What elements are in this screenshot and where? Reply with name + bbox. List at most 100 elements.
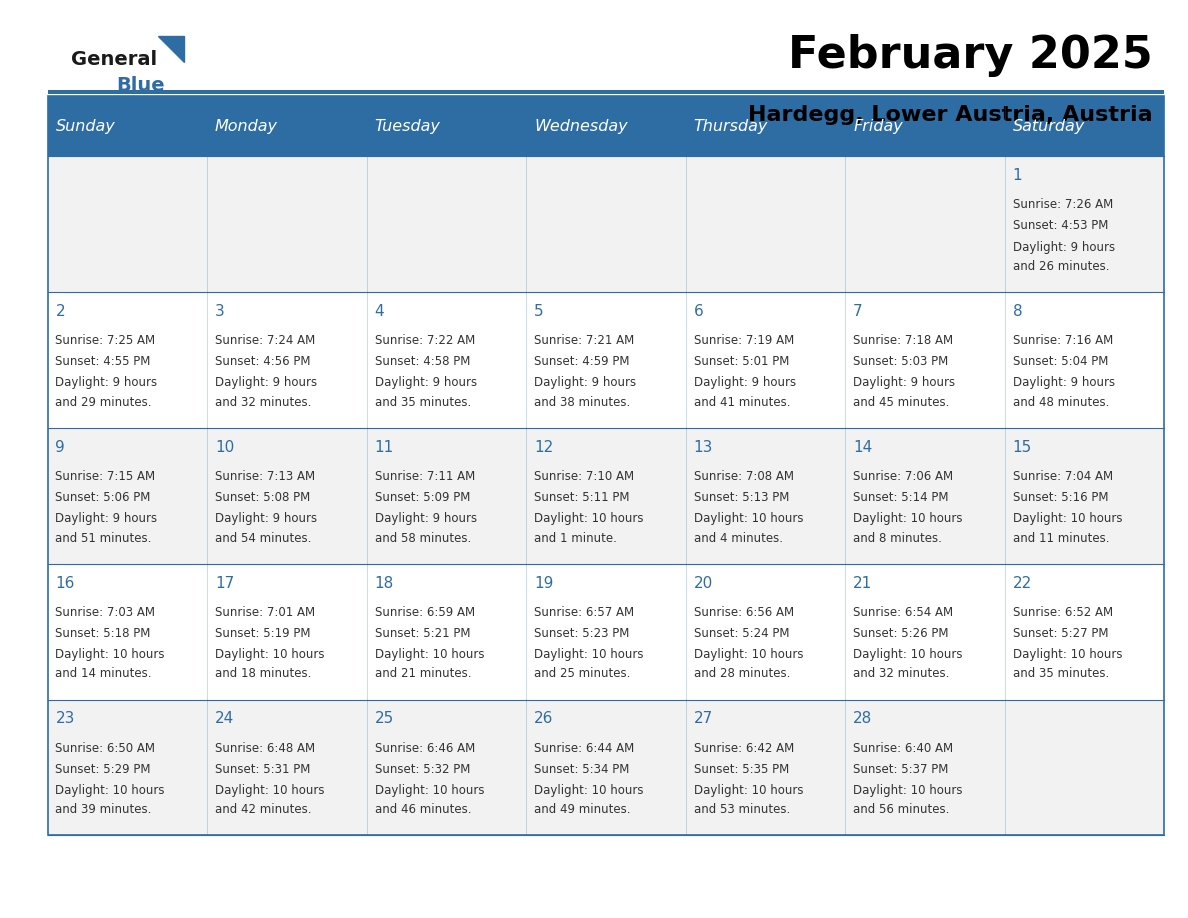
- Bar: [48, 564, 207, 700]
- Text: Daylight: 10 hours: Daylight: 10 hours: [56, 784, 165, 797]
- Bar: [526, 564, 685, 700]
- Bar: [845, 564, 1005, 700]
- Text: Sunset: 5:03 PM: Sunset: 5:03 PM: [853, 355, 948, 368]
- Text: 5: 5: [535, 304, 544, 319]
- Text: 28: 28: [853, 711, 872, 726]
- Text: Monday: Monday: [215, 118, 278, 134]
- Text: Sunset: 4:55 PM: Sunset: 4:55 PM: [56, 355, 151, 368]
- Text: 19: 19: [535, 576, 554, 590]
- Text: Sunrise: 6:56 AM: Sunrise: 6:56 AM: [694, 606, 794, 619]
- Bar: [526, 700, 685, 835]
- Text: Sunset: 5:08 PM: Sunset: 5:08 PM: [215, 491, 310, 504]
- Text: 22: 22: [1012, 576, 1032, 590]
- Text: Sunrise: 7:26 AM: Sunrise: 7:26 AM: [1012, 198, 1113, 211]
- Text: 26: 26: [535, 711, 554, 726]
- Bar: [48, 156, 207, 292]
- Text: 20: 20: [694, 576, 713, 590]
- Text: and 11 minutes.: and 11 minutes.: [1012, 532, 1110, 544]
- Text: Sunset: 5:09 PM: Sunset: 5:09 PM: [374, 491, 470, 504]
- Text: Daylight: 9 hours: Daylight: 9 hours: [1012, 376, 1114, 389]
- Text: 1: 1: [1012, 168, 1023, 183]
- Text: 17: 17: [215, 576, 234, 590]
- Bar: [845, 96, 1005, 156]
- Bar: [48, 96, 1164, 835]
- Text: Daylight: 9 hours: Daylight: 9 hours: [215, 512, 317, 525]
- Bar: [685, 428, 845, 564]
- Text: 9: 9: [56, 440, 65, 454]
- Text: Sunrise: 7:15 AM: Sunrise: 7:15 AM: [56, 470, 156, 483]
- Text: and 26 minutes.: and 26 minutes.: [1012, 260, 1110, 273]
- Text: Sunset: 4:59 PM: Sunset: 4:59 PM: [535, 355, 630, 368]
- Text: 3: 3: [215, 304, 225, 319]
- Text: 14: 14: [853, 440, 872, 454]
- Text: Sunset: 5:21 PM: Sunset: 5:21 PM: [374, 627, 470, 640]
- Text: Sunset: 5:23 PM: Sunset: 5:23 PM: [535, 627, 630, 640]
- Text: Sunset: 5:18 PM: Sunset: 5:18 PM: [56, 627, 151, 640]
- Bar: [685, 292, 845, 428]
- Bar: [207, 428, 367, 564]
- Text: 6: 6: [694, 304, 703, 319]
- Text: Sunrise: 6:40 AM: Sunrise: 6:40 AM: [853, 742, 953, 755]
- Text: Daylight: 10 hours: Daylight: 10 hours: [853, 648, 962, 661]
- Text: Daylight: 10 hours: Daylight: 10 hours: [215, 648, 324, 661]
- Bar: [207, 96, 367, 156]
- Bar: [48, 700, 207, 835]
- Text: Sunset: 5:01 PM: Sunset: 5:01 PM: [694, 355, 789, 368]
- Bar: [526, 156, 685, 292]
- Text: 4: 4: [374, 304, 384, 319]
- Text: Sunset: 5:26 PM: Sunset: 5:26 PM: [853, 627, 949, 640]
- Text: 12: 12: [535, 440, 554, 454]
- Text: and 14 minutes.: and 14 minutes.: [56, 667, 152, 680]
- Text: and 35 minutes.: and 35 minutes.: [374, 396, 470, 409]
- Text: 11: 11: [374, 440, 393, 454]
- Bar: [845, 156, 1005, 292]
- Text: Sunrise: 6:44 AM: Sunrise: 6:44 AM: [535, 742, 634, 755]
- Text: and 46 minutes.: and 46 minutes.: [374, 803, 472, 816]
- Bar: [367, 292, 526, 428]
- Text: Sunrise: 7:25 AM: Sunrise: 7:25 AM: [56, 334, 156, 347]
- Text: and 28 minutes.: and 28 minutes.: [694, 667, 790, 680]
- Text: and 8 minutes.: and 8 minutes.: [853, 532, 942, 544]
- Text: February 2025: February 2025: [788, 34, 1152, 76]
- Text: Daylight: 10 hours: Daylight: 10 hours: [215, 784, 324, 797]
- Text: Sunrise: 6:57 AM: Sunrise: 6:57 AM: [535, 606, 634, 619]
- Text: 16: 16: [56, 576, 75, 590]
- Text: Saturday: Saturday: [1012, 118, 1085, 134]
- Text: Sunrise: 6:48 AM: Sunrise: 6:48 AM: [215, 742, 315, 755]
- Text: and 39 minutes.: and 39 minutes.: [56, 803, 152, 816]
- Text: and 58 minutes.: and 58 minutes.: [374, 532, 470, 544]
- Text: Daylight: 10 hours: Daylight: 10 hours: [1012, 512, 1123, 525]
- Bar: [845, 428, 1005, 564]
- Text: Sunset: 5:14 PM: Sunset: 5:14 PM: [853, 491, 949, 504]
- Text: 18: 18: [374, 576, 393, 590]
- Bar: [48, 96, 207, 156]
- Bar: [845, 292, 1005, 428]
- Bar: [1005, 292, 1164, 428]
- Bar: [1005, 96, 1164, 156]
- Text: Sunset: 5:04 PM: Sunset: 5:04 PM: [1012, 355, 1108, 368]
- Bar: [685, 564, 845, 700]
- Bar: [367, 564, 526, 700]
- Bar: [685, 156, 845, 292]
- Text: Daylight: 9 hours: Daylight: 9 hours: [694, 376, 796, 389]
- Text: Daylight: 10 hours: Daylight: 10 hours: [694, 784, 803, 797]
- Text: Sunrise: 7:18 AM: Sunrise: 7:18 AM: [853, 334, 953, 347]
- Bar: [526, 292, 685, 428]
- Bar: [207, 564, 367, 700]
- Text: Sunrise: 6:46 AM: Sunrise: 6:46 AM: [374, 742, 475, 755]
- Bar: [367, 156, 526, 292]
- Text: and 18 minutes.: and 18 minutes.: [215, 667, 311, 680]
- Text: Sunrise: 6:59 AM: Sunrise: 6:59 AM: [374, 606, 475, 619]
- Text: Sunrise: 7:04 AM: Sunrise: 7:04 AM: [1012, 470, 1113, 483]
- Bar: [207, 156, 367, 292]
- Text: and 35 minutes.: and 35 minutes.: [1012, 667, 1108, 680]
- Text: Sunrise: 7:03 AM: Sunrise: 7:03 AM: [56, 606, 156, 619]
- Text: and 32 minutes.: and 32 minutes.: [853, 667, 949, 680]
- Text: and 49 minutes.: and 49 minutes.: [535, 803, 631, 816]
- Text: 25: 25: [374, 711, 393, 726]
- Text: Sunset: 5:27 PM: Sunset: 5:27 PM: [1012, 627, 1108, 640]
- Polygon shape: [158, 36, 184, 62]
- Text: and 54 minutes.: and 54 minutes.: [215, 532, 311, 544]
- Text: Daylight: 10 hours: Daylight: 10 hours: [56, 648, 165, 661]
- Text: Daylight: 10 hours: Daylight: 10 hours: [694, 648, 803, 661]
